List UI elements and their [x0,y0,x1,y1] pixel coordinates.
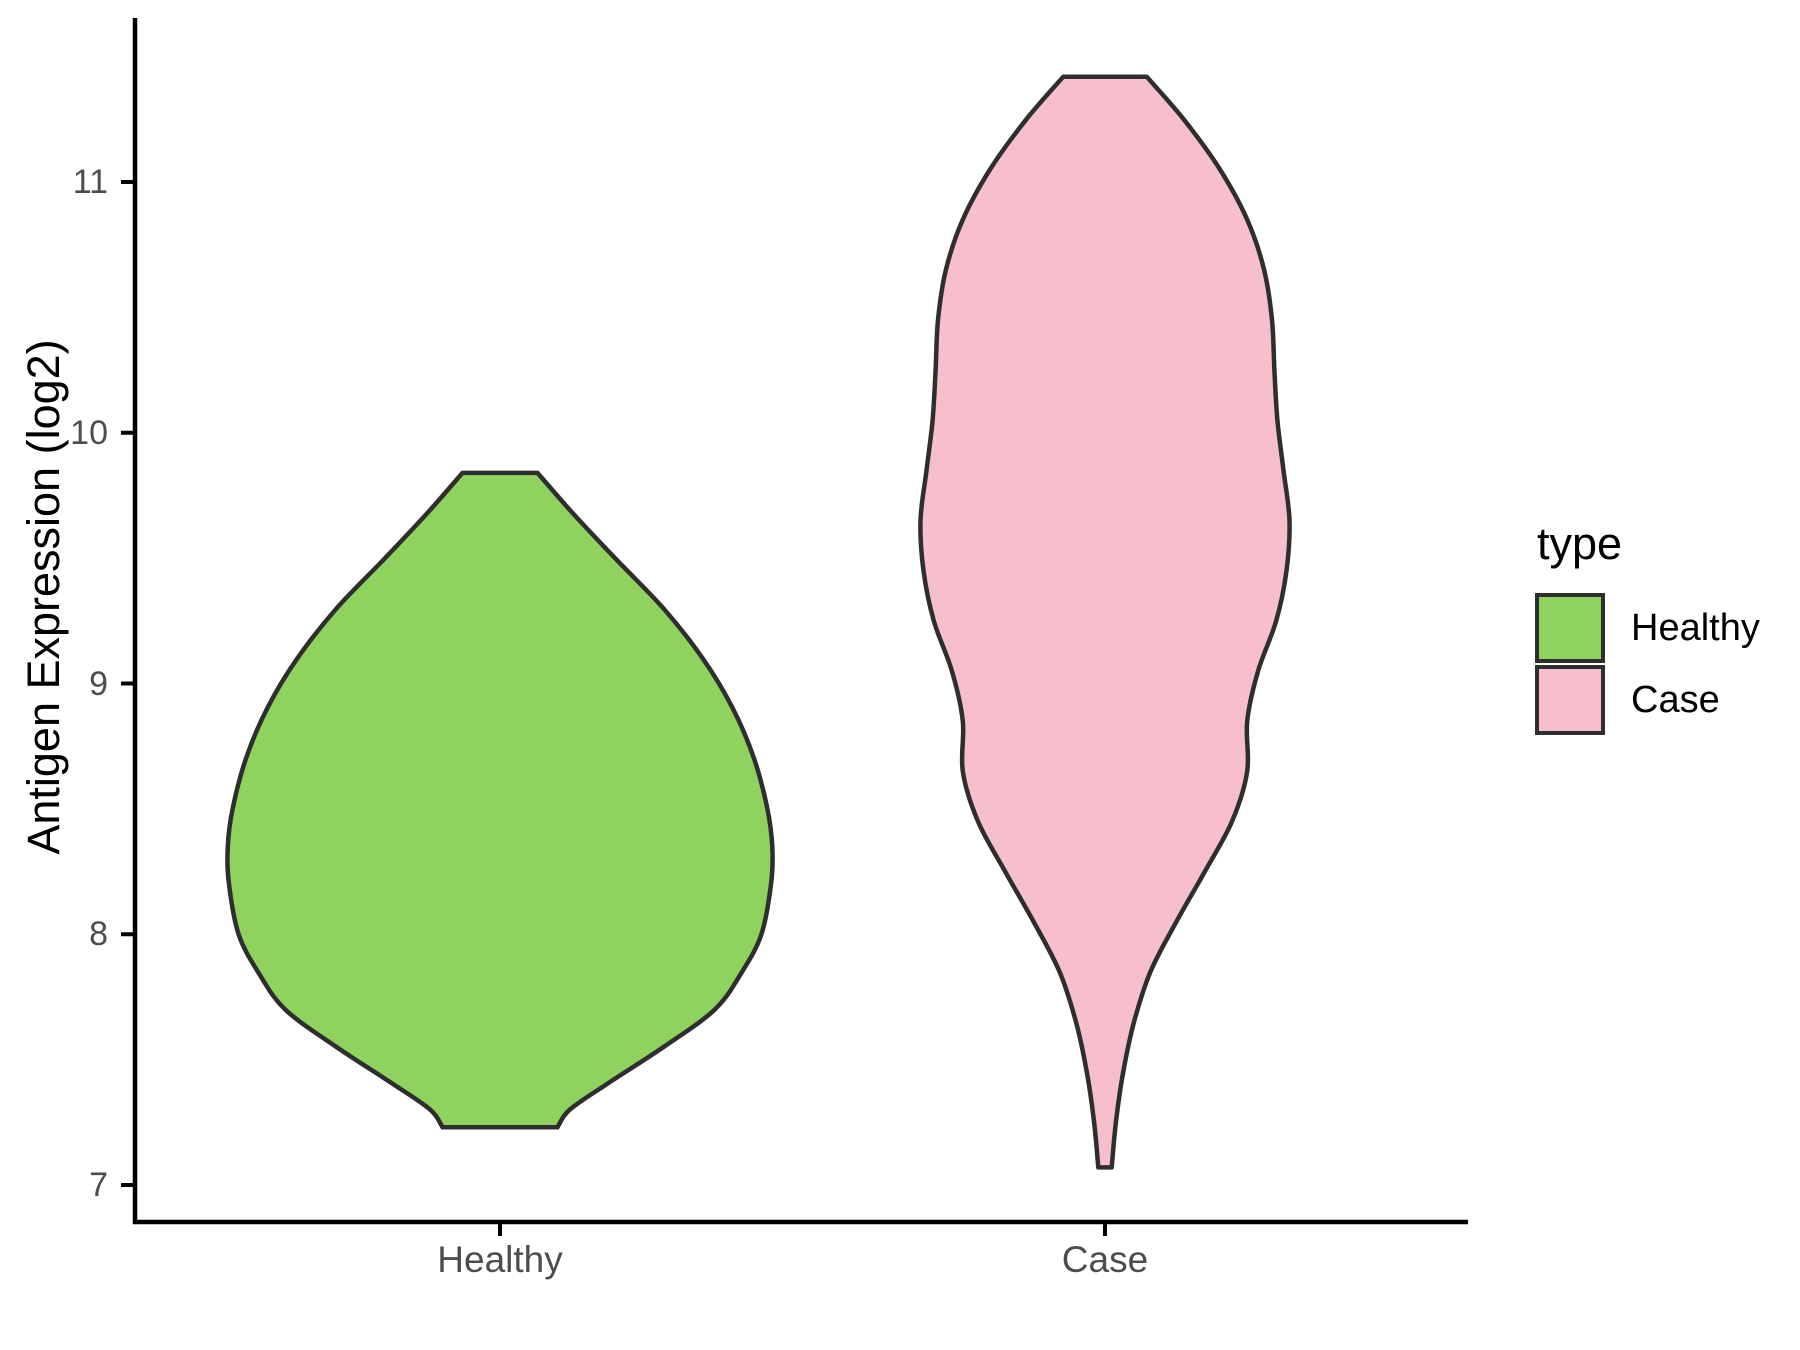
violin-healthy [225,470,775,1130]
legend-swatch-case [1535,665,1605,735]
legend-label-healthy: Healthy [1631,606,1760,649]
legend-title: type [1537,518,1623,569]
legend-item-healthy: Healthy [1535,592,1760,664]
legend-label-case: Case [1631,678,1720,721]
y-tick-label-7: 7 [89,1166,108,1204]
legend: type Healthy Case [1535,518,1760,736]
legend-swatch-healthy [1535,593,1605,663]
y-tick-label-9: 9 [89,664,108,703]
violins-group [225,74,1292,1170]
legend-item-case: Case [1535,664,1760,736]
y-tick-label-10: 10 [70,413,108,452]
x-tick-label-case: Case [1061,1239,1149,1280]
violin-case [918,74,1292,1170]
x-tick-label-healthy: Healthy [437,1239,563,1280]
axes [121,18,1468,1236]
y-tick-label-8: 8 [89,915,108,954]
y-tick-label-11: 11 [72,163,108,201]
